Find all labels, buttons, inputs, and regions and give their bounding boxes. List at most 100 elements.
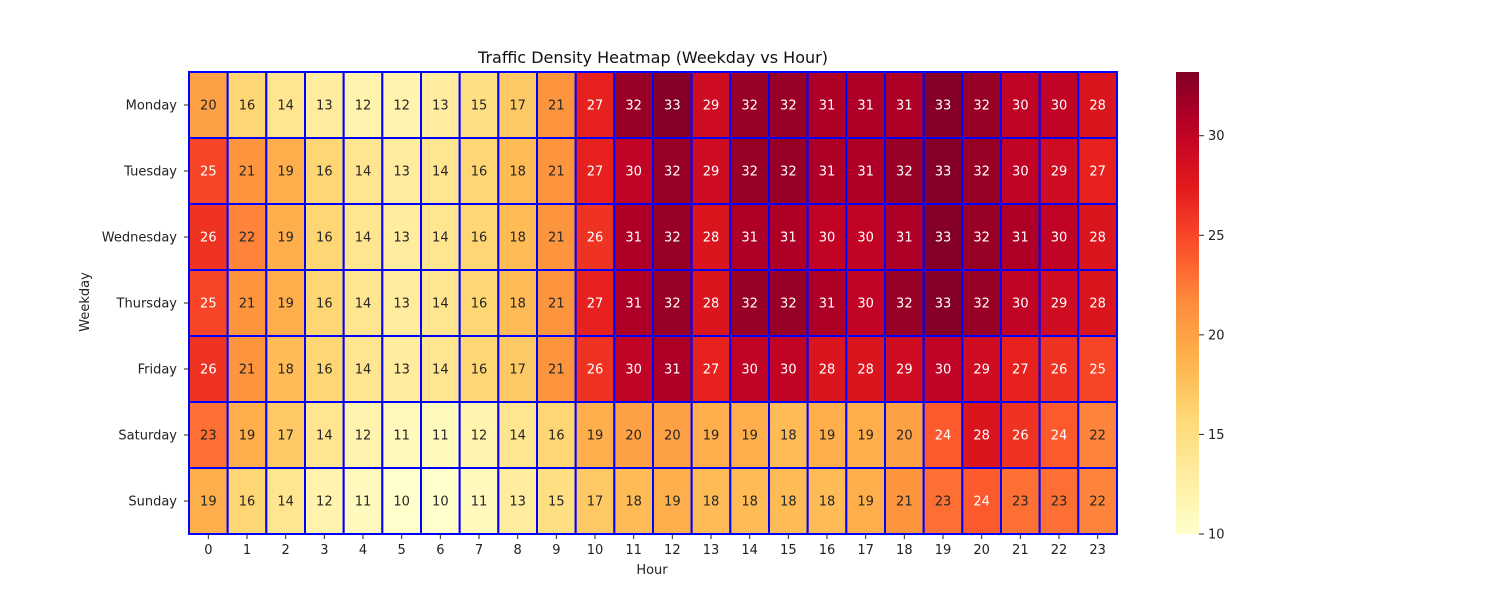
heatmap-cell (265, 467, 307, 535)
cell-value-label: 31 (625, 231, 642, 246)
cell-value-label: 14 (432, 165, 449, 180)
heatmap-cell (226, 401, 268, 469)
cell-value-label: 14 (432, 297, 449, 312)
x-tick-label: 11 (625, 543, 642, 558)
cell-value-label: 16 (316, 231, 333, 246)
cell-value-label: 31 (780, 231, 797, 246)
heatmap-cell (1077, 269, 1119, 337)
cell-value-label: 30 (819, 231, 836, 246)
cell-value-label: 13 (393, 363, 410, 378)
y-axis-title: Weekday (78, 272, 93, 332)
cell-value-label: 23 (1012, 495, 1029, 510)
cell-value-label: 28 (819, 363, 836, 378)
heatmap-cell (381, 335, 423, 403)
cell-value-label: 16 (471, 231, 488, 246)
cell-value-label: 16 (316, 363, 333, 378)
cell-value-label: 18 (780, 495, 797, 510)
cell-value-label: 32 (780, 297, 797, 312)
cell-value-label: 21 (896, 495, 913, 510)
chart-title: Traffic Density Heatmap (Weekday vs Hour… (477, 48, 828, 67)
cell-value-label: 12 (316, 495, 333, 510)
cell-value-label: 28 (1089, 99, 1106, 114)
heatmap-cell (458, 335, 500, 403)
x-tick-label: 23 (1089, 543, 1106, 558)
heatmap-cell (420, 335, 461, 403)
cell-value-label: 17 (277, 429, 294, 444)
cell-value-label: 30 (780, 363, 797, 378)
cell-value-label: 27 (703, 363, 720, 378)
x-tick-label: 20 (973, 543, 990, 558)
cell-value-label: 14 (432, 363, 449, 378)
heatmap-cell (1038, 401, 1080, 469)
x-tick-label: 4 (359, 543, 367, 558)
heatmap-cell (226, 335, 268, 403)
cell-value-label: 24 (935, 429, 952, 444)
cell-value-label: 26 (1012, 429, 1029, 444)
colorbar-tick-label: 10 (1208, 528, 1225, 543)
x-tick-label: 16 (819, 543, 836, 558)
heatmap-cell (652, 137, 693, 205)
cell-value-label: 30 (1012, 165, 1029, 180)
cell-value-label: 32 (973, 297, 990, 312)
x-tick-label: 7 (475, 543, 483, 558)
cell-value-label: 23 (935, 495, 952, 510)
cell-value-label: 18 (625, 495, 642, 510)
heatmap-cell (884, 203, 925, 271)
heatmap-cell (1077, 71, 1119, 139)
cell-value-label: 32 (780, 165, 797, 180)
heatmap-cell (1038, 71, 1080, 139)
cell-value-label: 26 (587, 363, 604, 378)
x-tick-label: 3 (320, 543, 328, 558)
heatmap-cell (420, 401, 461, 469)
cell-value-label: 28 (973, 429, 990, 444)
heatmap-cell (1077, 335, 1119, 403)
heatmap-cell (381, 269, 423, 337)
cell-value-label: 29 (1051, 297, 1068, 312)
cell-value-label: 31 (819, 297, 836, 312)
cell-value-label: 22 (1089, 429, 1106, 444)
cell-value-label: 17 (509, 363, 526, 378)
cell-value-label: 25 (1089, 363, 1106, 378)
heatmap-cell (226, 203, 268, 271)
heatmap-cell (420, 137, 461, 205)
colorbar-tick-label: 20 (1208, 328, 1225, 343)
cell-value-label: 29 (1051, 165, 1068, 180)
cell-value-label: 14 (355, 297, 372, 312)
x-tick-label: 5 (398, 543, 406, 558)
cell-value-label: 26 (200, 231, 217, 246)
cell-value-label: 21 (548, 165, 565, 180)
cell-value-label: 14 (509, 429, 526, 444)
x-tick-label: 8 (514, 543, 522, 558)
heatmap-cell (574, 467, 616, 535)
cell-value-label: 27 (1012, 363, 1029, 378)
heatmap-cell (536, 71, 577, 139)
y-tick-label: Monday (126, 99, 178, 114)
cell-value-label: 31 (857, 165, 874, 180)
heatmap-cell (652, 269, 693, 337)
colorbar-tick-label: 15 (1208, 428, 1225, 443)
heatmap-cell (342, 467, 384, 535)
cell-value-label: 16 (548, 429, 565, 444)
heatmap-cell (265, 203, 307, 271)
cell-value-label: 28 (703, 231, 720, 246)
cell-value-label: 31 (819, 165, 836, 180)
cell-value-label: 22 (239, 231, 256, 246)
x-tick-label: 18 (896, 543, 913, 558)
y-tick-label: Tuesday (123, 165, 177, 180)
cell-value-label: 30 (741, 363, 758, 378)
y-tick-label: Thursday (116, 297, 178, 312)
cell-value-label: 18 (703, 495, 720, 510)
cell-value-label: 28 (857, 363, 874, 378)
heatmap-cell (458, 203, 500, 271)
heatmap-cell (574, 203, 616, 271)
cell-value-label: 27 (587, 165, 604, 180)
y-tick-label: Wednesday (102, 231, 178, 246)
cell-value-label: 30 (625, 363, 642, 378)
cell-value-label: 26 (200, 363, 217, 378)
cell-value-label: 19 (587, 429, 604, 444)
cell-value-label: 11 (393, 429, 410, 444)
cell-value-label: 20 (200, 99, 217, 114)
x-axis-ticks: 0 1 2 3 4 5 6 7 8 9 10 11 12 13 14 15 16 17 18 19 20 21 22 23 (204, 534, 1106, 558)
cell-value-label: 11 (432, 429, 449, 444)
